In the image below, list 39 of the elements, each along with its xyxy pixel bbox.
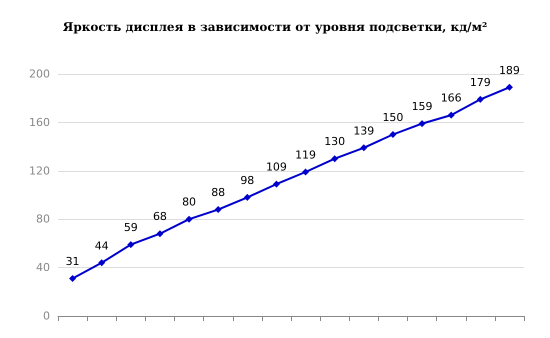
data-label: 166 — [440, 92, 462, 105]
data-label: 139 — [353, 124, 374, 138]
y-tick-label: 120 — [29, 164, 50, 178]
point — [418, 120, 426, 128]
data-label: 44 — [94, 239, 109, 252]
data-label: 80 — [182, 196, 196, 209]
data-label: 31 — [66, 254, 80, 268]
point — [506, 84, 513, 91]
point — [476, 96, 484, 103]
y-tick-label: 160 — [29, 116, 50, 129]
point — [360, 144, 368, 152]
point — [214, 206, 222, 214]
y-tick-label: 0 — [43, 310, 50, 322]
point — [331, 155, 338, 162]
data-label: 159 — [412, 100, 433, 114]
data-label: 189 — [498, 64, 520, 77]
point — [127, 241, 134, 248]
data-label: 68 — [152, 210, 167, 224]
point — [448, 112, 455, 119]
data-label: 109 — [266, 160, 287, 174]
data-label: 179 — [470, 76, 491, 89]
point — [244, 194, 251, 201]
point — [98, 259, 106, 266]
point — [156, 230, 164, 238]
point — [186, 216, 193, 223]
point — [302, 168, 310, 176]
data-label: 59 — [124, 221, 138, 234]
data-label: 98 — [240, 174, 254, 187]
data-label: 88 — [211, 186, 226, 200]
chart-title: Яркость дисплея в зависимости от уровня подсветки, кд/м² — [62, 20, 488, 34]
data-label: 130 — [324, 135, 346, 148]
point — [69, 274, 76, 282]
data-label: 150 — [382, 111, 404, 124]
y-tick-label: 200 — [29, 68, 50, 80]
point — [389, 131, 396, 138]
data-label: 119 — [295, 148, 316, 162]
point — [272, 180, 280, 188]
y-tick-label: 40 — [36, 261, 50, 274]
y-tick-label: 80 — [36, 212, 50, 226]
